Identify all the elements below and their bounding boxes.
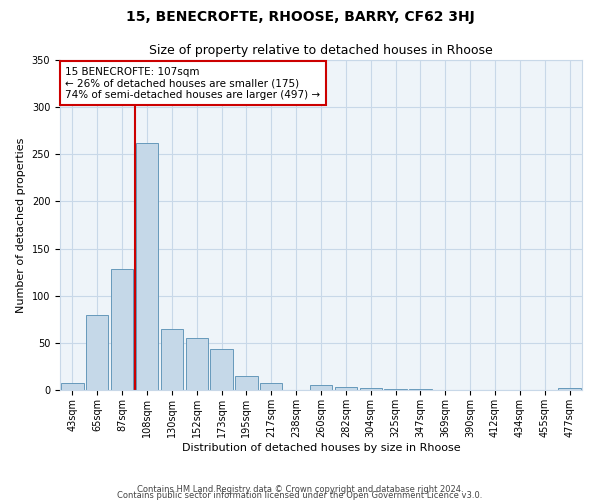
Bar xyxy=(86,314,109,390)
Text: Contains public sector information licensed under the Open Government Licence v3: Contains public sector information licen… xyxy=(118,490,482,500)
Bar xyxy=(235,376,257,390)
Bar xyxy=(359,388,382,390)
Bar xyxy=(559,388,581,390)
Text: 15, BENECROFTE, RHOOSE, BARRY, CF62 3HJ: 15, BENECROFTE, RHOOSE, BARRY, CF62 3HJ xyxy=(125,10,475,24)
Bar xyxy=(61,384,83,390)
X-axis label: Distribution of detached houses by size in Rhoose: Distribution of detached houses by size … xyxy=(182,442,460,452)
Bar xyxy=(335,387,357,390)
Bar xyxy=(111,270,133,390)
Bar xyxy=(385,389,407,390)
Bar xyxy=(136,143,158,390)
Bar xyxy=(409,389,431,390)
Bar xyxy=(161,328,183,390)
Y-axis label: Number of detached properties: Number of detached properties xyxy=(16,138,26,312)
Bar xyxy=(211,350,233,390)
Bar xyxy=(185,338,208,390)
Title: Size of property relative to detached houses in Rhoose: Size of property relative to detached ho… xyxy=(149,44,493,58)
Text: Contains HM Land Registry data © Crown copyright and database right 2024.: Contains HM Land Registry data © Crown c… xyxy=(137,484,463,494)
Bar xyxy=(260,384,283,390)
Bar xyxy=(310,386,332,390)
Text: 15 BENECROFTE: 107sqm
← 26% of detached houses are smaller (175)
74% of semi-det: 15 BENECROFTE: 107sqm ← 26% of detached … xyxy=(65,66,320,100)
